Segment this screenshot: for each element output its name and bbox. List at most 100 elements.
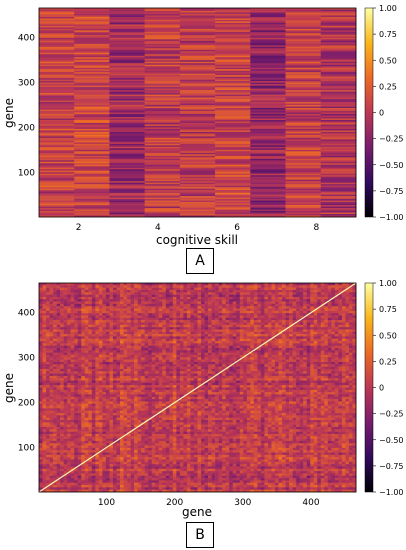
heatmap-cell (271, 329, 276, 333)
heatmap-cell (84, 373, 89, 377)
heatmap-cell (285, 9, 322, 12)
heatmap-cell (246, 368, 251, 372)
heatmap-cell (105, 294, 110, 298)
heatmap-cell (204, 322, 209, 326)
heatmap-cell (39, 196, 75, 198)
heatmap-cell (77, 301, 82, 305)
heatmap-cell (84, 317, 89, 321)
heatmap-cell (250, 15, 286, 18)
heatmap-cell (46, 373, 50, 377)
heatmap-cell (53, 368, 57, 372)
heatmap-cell (278, 345, 283, 349)
heatmap-cell (141, 310, 145, 314)
heatmap-cell (67, 294, 71, 298)
heatmap-cell (70, 294, 75, 298)
heatmap-cell (109, 31, 145, 34)
heatmap-cell (116, 299, 121, 302)
heatmap-cell (141, 375, 145, 379)
heatmap-cell (179, 73, 216, 76)
heatmap-cell (148, 336, 153, 340)
heatmap-cell (53, 327, 57, 330)
heatmap-cell (271, 373, 276, 377)
heatmap-cell (320, 196, 357, 198)
heatmap-cell (84, 338, 89, 342)
heatmap-cell (109, 69, 145, 71)
heatmap-cell (211, 296, 216, 300)
heatmap-cell (53, 294, 57, 298)
heatmap-cell (46, 306, 50, 309)
heatmap-cell (120, 348, 124, 351)
heatmap-cell (70, 306, 75, 309)
heatmap-cell (105, 296, 110, 300)
heatmap-cell (176, 292, 181, 295)
heatmap-cell (151, 313, 156, 316)
heatmap-cell (56, 378, 61, 381)
heatmap-cell (292, 373, 297, 377)
heatmap-cell (49, 361, 54, 365)
heatmap-cell (278, 368, 283, 372)
heatmap-cell (260, 348, 265, 351)
heatmap-cell (264, 350, 269, 353)
heatmap-cell (70, 315, 75, 319)
heatmap-cell (320, 143, 357, 146)
heatmap-cell (331, 345, 336, 349)
heatmap-cell (274, 320, 279, 323)
heatmap-cell (74, 116, 110, 119)
heatmap-cell (179, 169, 216, 172)
heatmap-cell (39, 70, 75, 73)
heatmap-cell (123, 289, 128, 293)
heatmap-cell (144, 364, 149, 367)
heatmap-cell (102, 373, 107, 377)
heatmap-cell (112, 341, 117, 344)
heatmap-cell (341, 352, 346, 356)
heatmap-cell (39, 299, 43, 302)
heatmap-cell (285, 313, 290, 316)
heatmap-cell (155, 322, 160, 326)
heatmap-cell (179, 30, 216, 33)
heatmap-cell (324, 341, 329, 344)
heatmap-cell (109, 184, 145, 186)
heatmap-cell (267, 352, 272, 356)
heatmap-cell (148, 331, 153, 335)
heatmap-cell (63, 334, 68, 337)
heatmap-cell (91, 289, 96, 293)
heatmap-cell (179, 188, 216, 191)
heatmap-cell (98, 324, 103, 328)
heatmap-cell (331, 336, 336, 340)
heatmap-cell (320, 172, 357, 175)
heatmap-cell (260, 361, 265, 365)
heatmap-cell (165, 313, 170, 316)
heatmap-cell (169, 294, 174, 298)
heatmap-cell (144, 185, 181, 188)
heatmap-cell (250, 24, 286, 27)
heatmap-cell (331, 350, 336, 353)
heatmap-cell (63, 315, 68, 319)
heatmap-cell (338, 320, 343, 323)
heatmap-cell (144, 16, 181, 19)
heatmap-cell (278, 306, 283, 309)
heatmap-cell (320, 8, 357, 10)
heatmap-cell (299, 310, 304, 314)
heatmap-cell (348, 350, 353, 353)
heatmap-cell (42, 375, 47, 379)
heatmap-cell (144, 96, 181, 98)
heatmap-cell (201, 361, 205, 365)
heatmap-cell (137, 310, 142, 314)
heatmap-cell (179, 81, 216, 83)
heatmap-cell (186, 287, 191, 291)
heatmap-cell (225, 327, 230, 330)
heatmap-cell (116, 303, 121, 307)
heatmap-cell (46, 301, 50, 305)
heatmap-cell (278, 352, 283, 356)
heatmap-cell (215, 134, 251, 137)
heatmap-cell (120, 336, 124, 340)
heatmap-cell (239, 373, 244, 377)
heatmap-cell (201, 336, 205, 340)
heatmap-cell (144, 196, 181, 198)
heatmap-cell (338, 294, 343, 298)
heatmap-cell (63, 294, 68, 298)
heatmap-cell (109, 208, 145, 210)
heatmap-cell (303, 322, 307, 326)
heatmap-cell (39, 105, 75, 107)
heatmap-cell (39, 371, 43, 374)
